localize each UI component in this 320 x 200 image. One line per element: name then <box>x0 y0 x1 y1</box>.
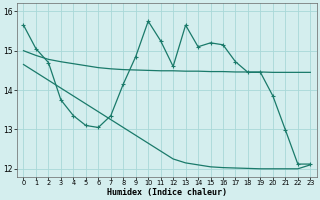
X-axis label: Humidex (Indice chaleur): Humidex (Indice chaleur) <box>107 188 227 197</box>
